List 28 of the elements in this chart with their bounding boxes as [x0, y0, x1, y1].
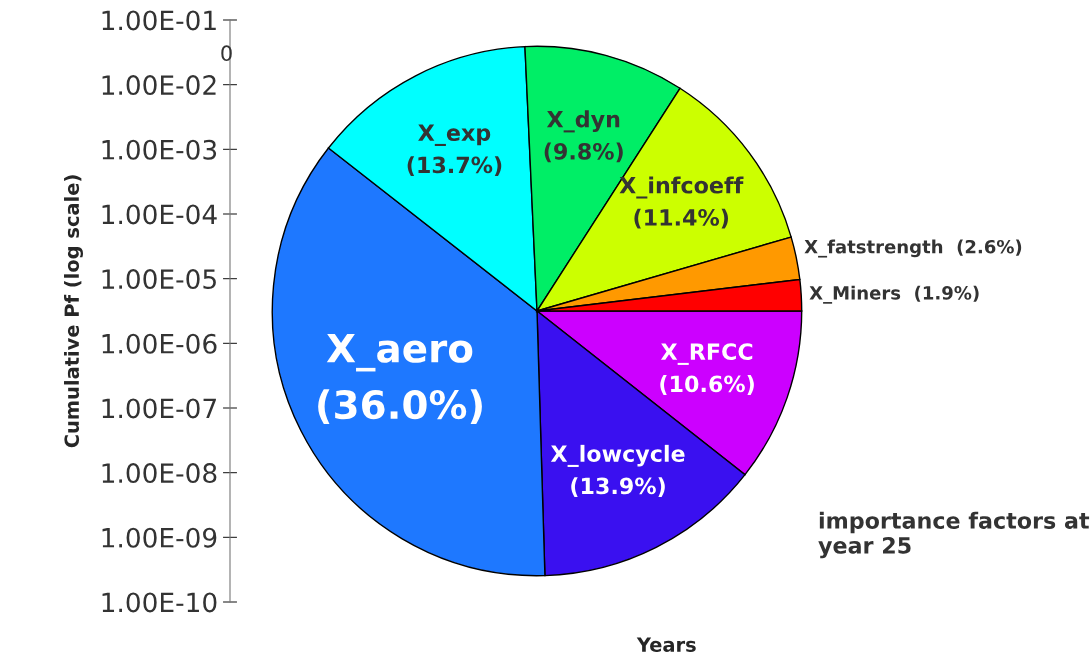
- text: 0: [221, 45, 232, 62]
- data-label: (13.7%): [407, 156, 502, 176]
- text: Years: [636, 637, 696, 652]
- text: 1.00E-03: [102, 139, 217, 160]
- slice-label: X_exp: [418, 124, 491, 146]
- text: 1.00E-04: [102, 204, 217, 225]
- text: 1.00E-02: [102, 75, 216, 96]
- text: 1.00E-07: [102, 398, 216, 419]
- slice-label: X_aero: [326, 333, 473, 372]
- slice-label: X_infcoeff: [619, 176, 744, 199]
- data-label: (11.4%): [634, 208, 729, 229]
- text: Cumulative Pf (log scale): [64, 175, 83, 448]
- slice-label: X_fatstrength (2.6%): [804, 239, 1022, 258]
- data-label: (9.8%): [544, 142, 623, 163]
- text: 1.00E-10: [102, 592, 217, 613]
- data-label: (36.0%): [318, 389, 482, 424]
- text: 1.00E-08: [102, 463, 217, 484]
- text: 1.00E-05: [102, 269, 216, 290]
- text: importance factors at year 25: [818, 511, 1090, 559]
- text: 1.00E-06: [102, 333, 217, 354]
- data-label: (10.6%): [660, 375, 754, 395]
- text: 1.00E-01: [102, 10, 216, 31]
- text: 1.00E-09: [102, 527, 217, 548]
- slice-label: X_Miners (1.9%): [809, 285, 979, 304]
- slice-label: X_lowcycle: [550, 444, 685, 467]
- slice-label: X_RFCC: [660, 343, 753, 365]
- slice-label: X_dyn: [546, 110, 620, 133]
- data-label: (13.9%): [571, 477, 665, 497]
